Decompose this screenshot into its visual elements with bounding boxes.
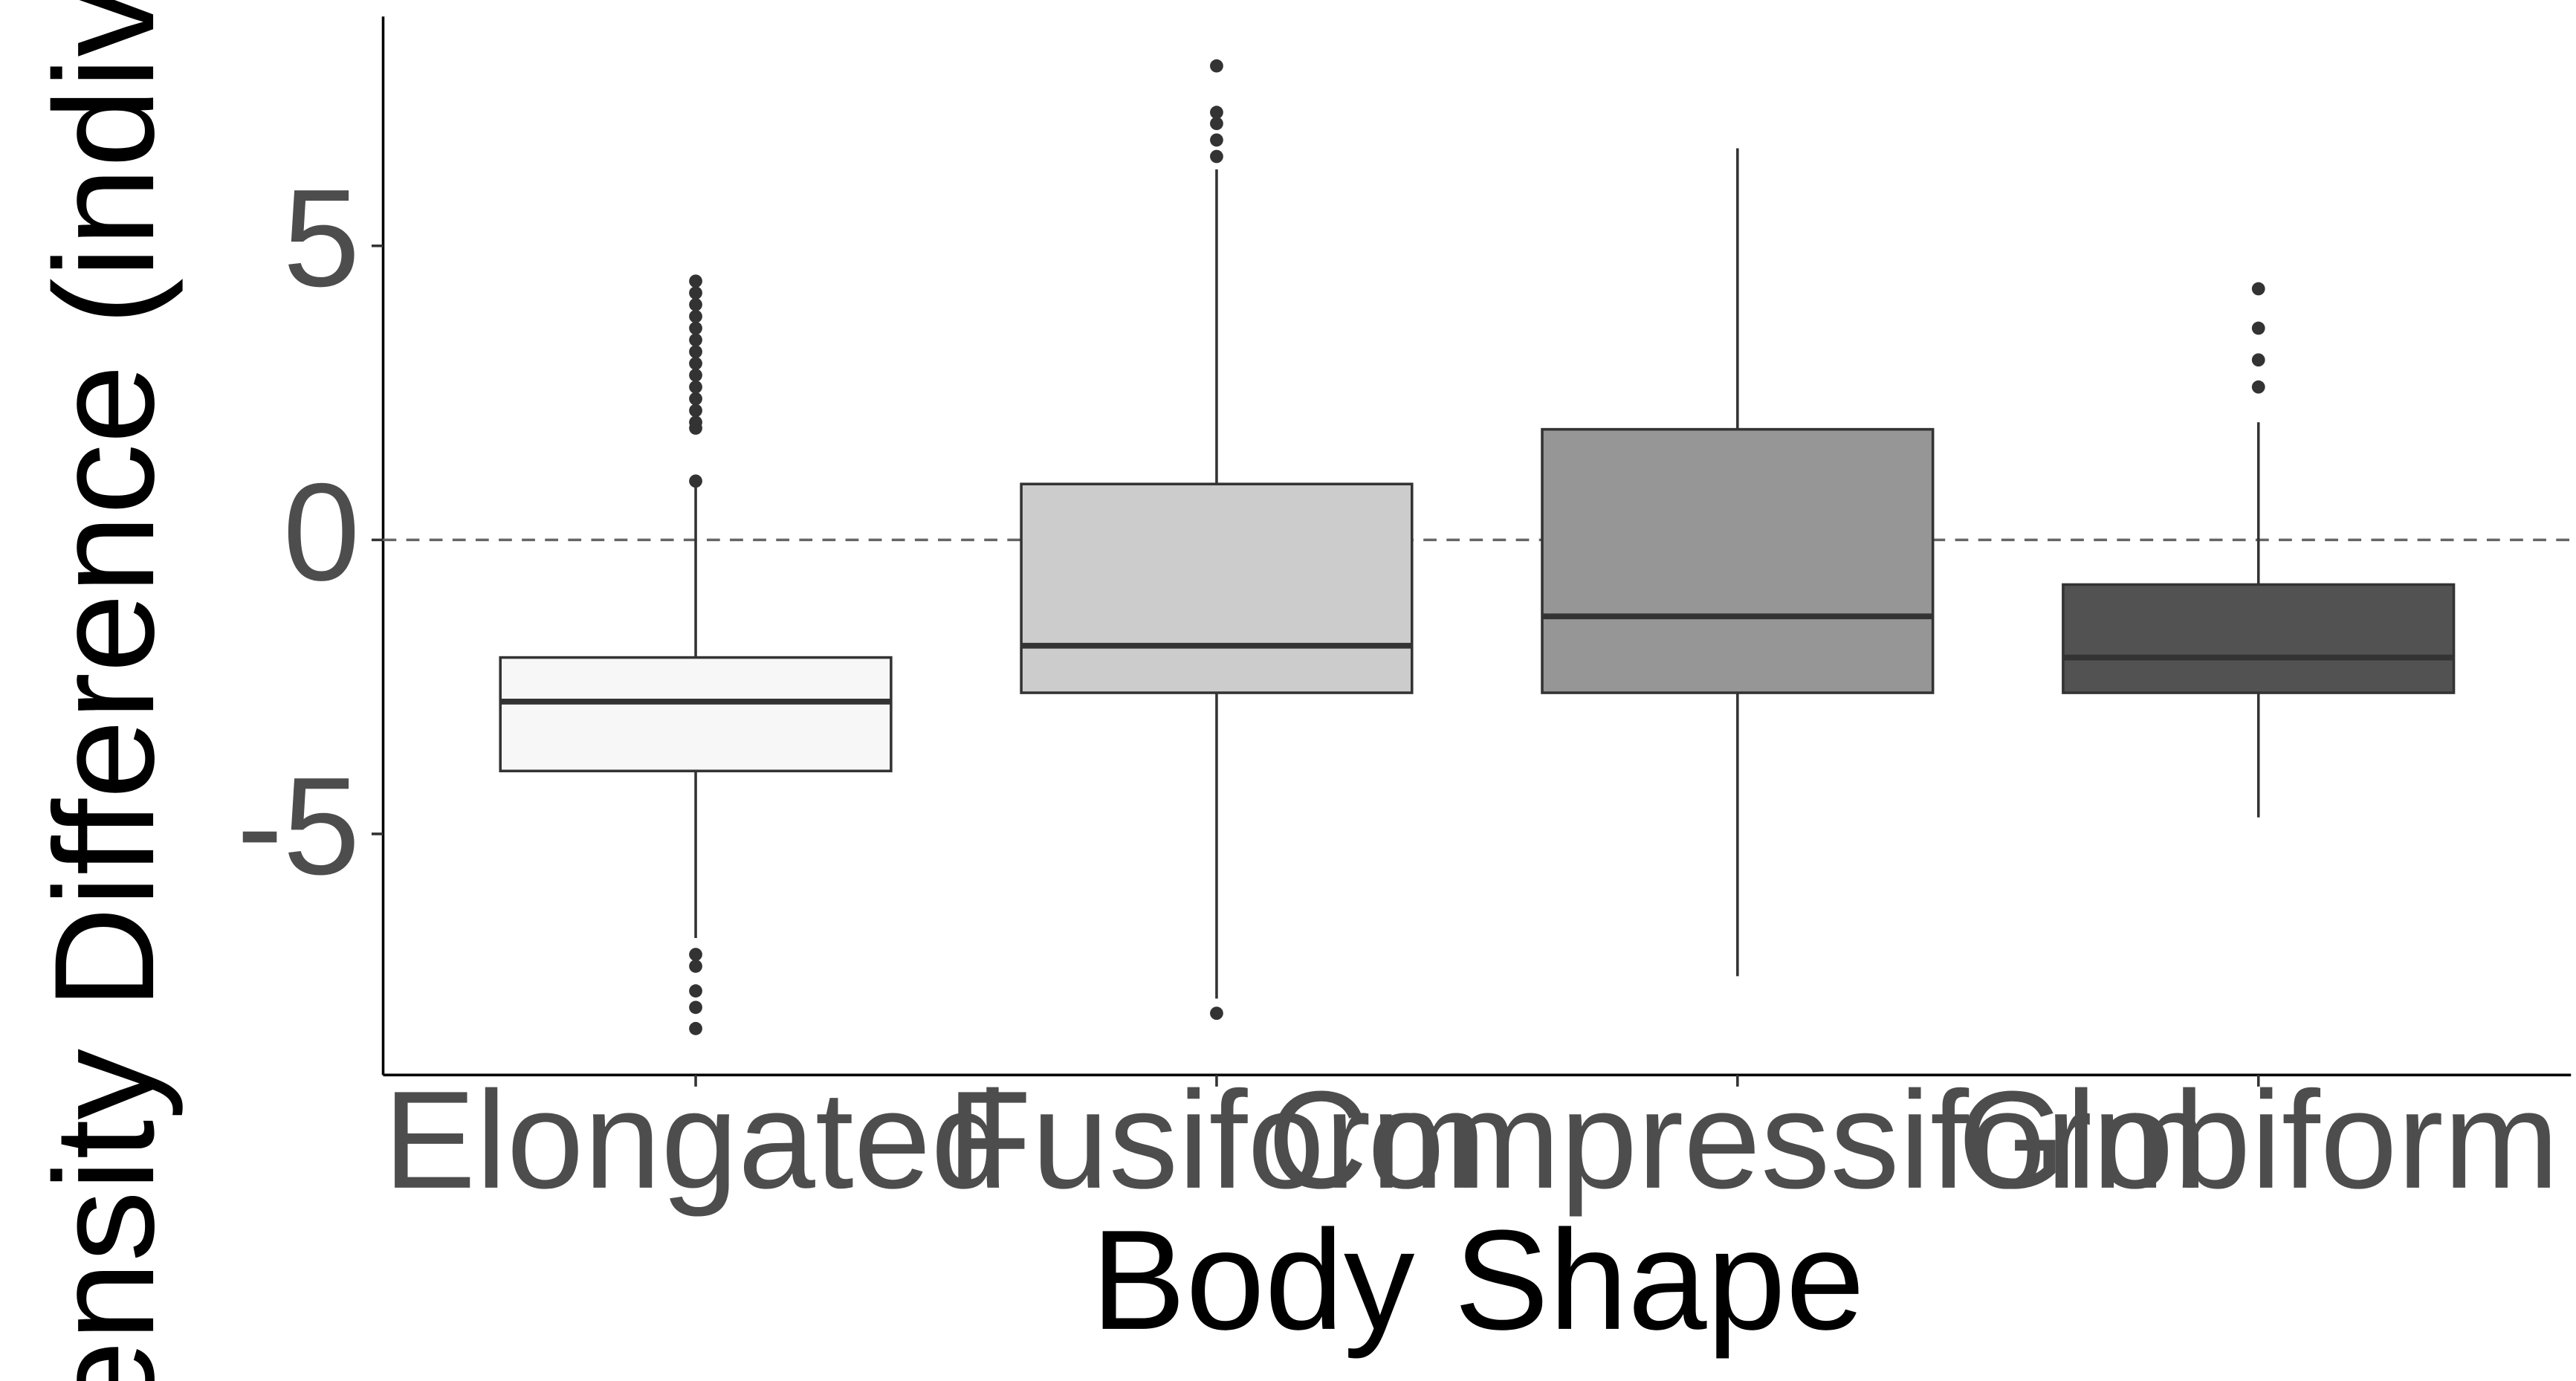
y-tick-label: 0 — [283, 454, 360, 609]
box — [499, 656, 893, 773]
outlier — [689, 960, 702, 973]
outlier — [689, 380, 702, 394]
y-tick-label: 5 — [283, 161, 360, 316]
x-tick-label: Compressiform — [1267, 1062, 2207, 1217]
outlier — [1210, 106, 1223, 120]
outlier — [689, 1000, 702, 1015]
outlier — [689, 321, 702, 335]
outlier — [689, 357, 702, 370]
outlier — [1210, 59, 1223, 73]
outlier — [2251, 321, 2265, 335]
box — [1020, 482, 1414, 694]
outlier — [689, 333, 702, 347]
outlier — [2251, 380, 2265, 394]
outlier — [2251, 282, 2265, 296]
x-tick-label: Globiform — [1958, 1062, 2559, 1217]
outlier — [689, 286, 702, 300]
box — [2062, 583, 2456, 694]
outlier — [2251, 353, 2265, 367]
outlier — [689, 392, 702, 406]
outlier — [689, 415, 702, 430]
y-axis-title: Density Difference (individuals) — [25, 0, 184, 1381]
outlier — [689, 404, 702, 418]
x-axis-title: Body Shape — [1091, 1201, 1865, 1359]
outlier — [689, 474, 702, 488]
outlier — [1210, 133, 1223, 147]
outlier — [689, 368, 702, 382]
outlier — [689, 948, 702, 962]
x-tick-label: Fusiform — [947, 1062, 1486, 1217]
outlier — [689, 1021, 702, 1035]
y-tick-label: -5 — [236, 748, 360, 904]
x-tick-label: Elongated — [384, 1062, 1008, 1217]
outlier — [1210, 149, 1223, 164]
outlier — [689, 309, 702, 323]
box — [1541, 427, 1935, 694]
outlier — [689, 984, 702, 998]
outlier — [689, 298, 702, 311]
outlier — [1210, 117, 1223, 131]
outlier — [689, 274, 702, 288]
outlier — [689, 345, 702, 359]
outlier — [1210, 1006, 1223, 1021]
